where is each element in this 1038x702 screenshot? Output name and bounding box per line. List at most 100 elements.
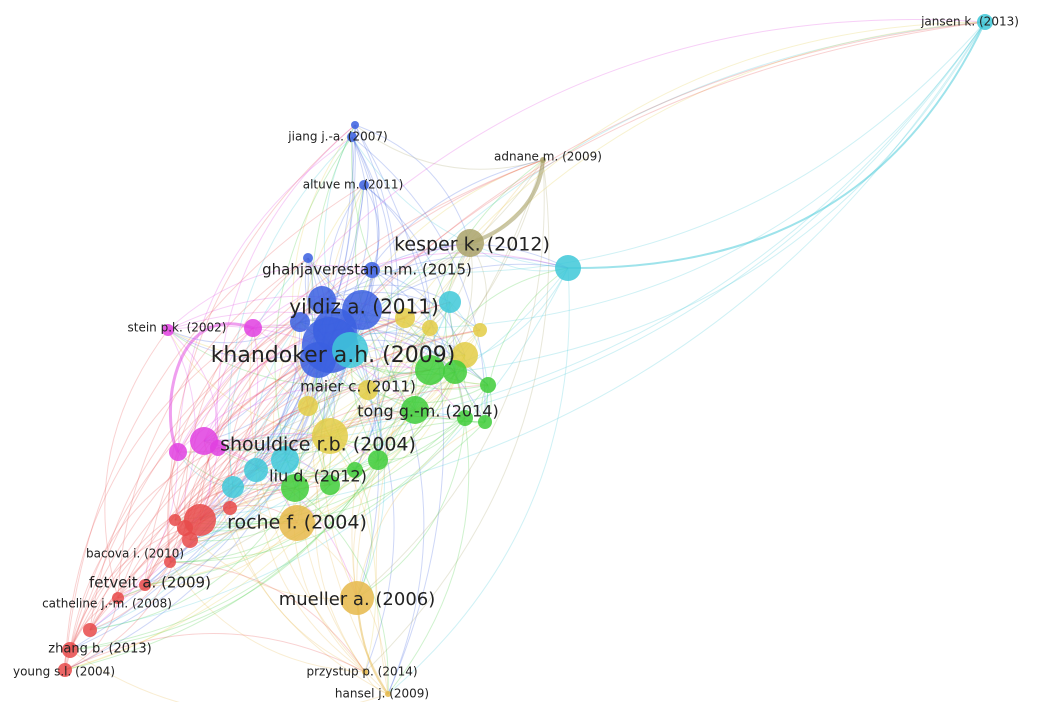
edge xyxy=(252,326,466,419)
node-circle xyxy=(112,592,124,604)
node-circle xyxy=(395,308,415,328)
edge xyxy=(329,382,489,437)
edge xyxy=(217,329,481,449)
node-label: hansel j. (2009) xyxy=(335,687,429,701)
node-circle xyxy=(298,396,318,416)
node-label: adnane m. (2009) xyxy=(494,150,602,164)
node-circle xyxy=(540,157,546,163)
edge xyxy=(217,447,358,599)
node-circle xyxy=(351,121,359,129)
edge xyxy=(89,451,179,631)
edge xyxy=(307,317,406,407)
edge xyxy=(449,301,488,423)
edge xyxy=(203,439,331,486)
edge xyxy=(329,354,466,437)
node-circle xyxy=(169,514,181,526)
edge xyxy=(89,584,146,631)
edge xyxy=(104,329,169,599)
edge xyxy=(64,327,254,671)
edge xyxy=(351,136,380,311)
edge xyxy=(89,522,298,631)
edge xyxy=(354,124,544,170)
node-circle xyxy=(169,443,187,461)
edge xyxy=(199,405,309,521)
edge xyxy=(168,124,356,563)
node-circle xyxy=(281,474,309,502)
edge xyxy=(189,354,466,541)
edge xyxy=(169,359,319,563)
node-label: jiang j.-a. (2007) xyxy=(287,130,387,144)
node-circle xyxy=(422,320,438,336)
edge xyxy=(64,435,331,671)
node-label: stein p.k. (2002) xyxy=(127,321,226,335)
edge xyxy=(404,21,986,319)
edge xyxy=(64,527,186,671)
node-label: shouldice r.b. (2004) xyxy=(220,434,416,456)
edge xyxy=(203,386,369,442)
edge xyxy=(167,327,431,363)
edge xyxy=(334,329,395,673)
edge xyxy=(69,329,336,651)
edge xyxy=(64,597,119,671)
edge xyxy=(64,369,431,671)
edge xyxy=(177,267,569,453)
edge xyxy=(167,265,373,331)
edge xyxy=(371,269,466,356)
edge xyxy=(69,447,219,651)
node-circle xyxy=(332,332,368,368)
edge xyxy=(69,409,416,651)
edge xyxy=(189,301,451,541)
node-label: tong g.-m. (2014) xyxy=(357,402,498,421)
node-circle xyxy=(320,475,340,495)
node-circle xyxy=(308,286,336,314)
node-circle xyxy=(358,380,378,400)
edge xyxy=(184,369,431,529)
node-circle xyxy=(340,581,374,615)
edge xyxy=(376,327,431,461)
edge xyxy=(89,267,569,631)
edge xyxy=(252,327,309,407)
edge xyxy=(144,405,309,586)
node-circle xyxy=(62,642,78,658)
node-label: kesper k. (2012) xyxy=(394,234,550,256)
edge xyxy=(351,301,451,599)
edge xyxy=(307,257,381,461)
edge xyxy=(189,484,331,542)
edge xyxy=(354,124,399,471)
edge xyxy=(356,417,466,599)
edge xyxy=(229,507,366,673)
edge xyxy=(429,267,569,371)
edge xyxy=(484,267,569,423)
edge xyxy=(356,159,545,599)
edge xyxy=(169,561,366,673)
edge xyxy=(404,317,466,419)
nodes xyxy=(58,14,993,697)
edge xyxy=(363,184,456,373)
edge xyxy=(351,136,486,423)
edge xyxy=(199,321,301,521)
edge xyxy=(167,329,196,521)
edge xyxy=(296,354,466,524)
node-circle xyxy=(164,556,176,568)
edge xyxy=(274,136,353,489)
edge xyxy=(89,527,186,631)
node-circle xyxy=(139,579,151,591)
node-circle xyxy=(162,324,174,336)
edge xyxy=(294,317,406,489)
edge xyxy=(363,184,431,329)
edge xyxy=(429,21,986,329)
edge xyxy=(215,327,254,449)
edge xyxy=(217,21,986,449)
edge xyxy=(184,257,309,529)
edge xyxy=(321,284,451,303)
edge xyxy=(354,124,445,695)
edge xyxy=(144,522,298,587)
edge xyxy=(69,459,379,651)
edge xyxy=(387,267,570,695)
edge xyxy=(174,435,331,521)
edge xyxy=(117,159,544,599)
edge xyxy=(64,633,366,673)
edge xyxy=(64,597,119,671)
edge xyxy=(367,384,489,403)
